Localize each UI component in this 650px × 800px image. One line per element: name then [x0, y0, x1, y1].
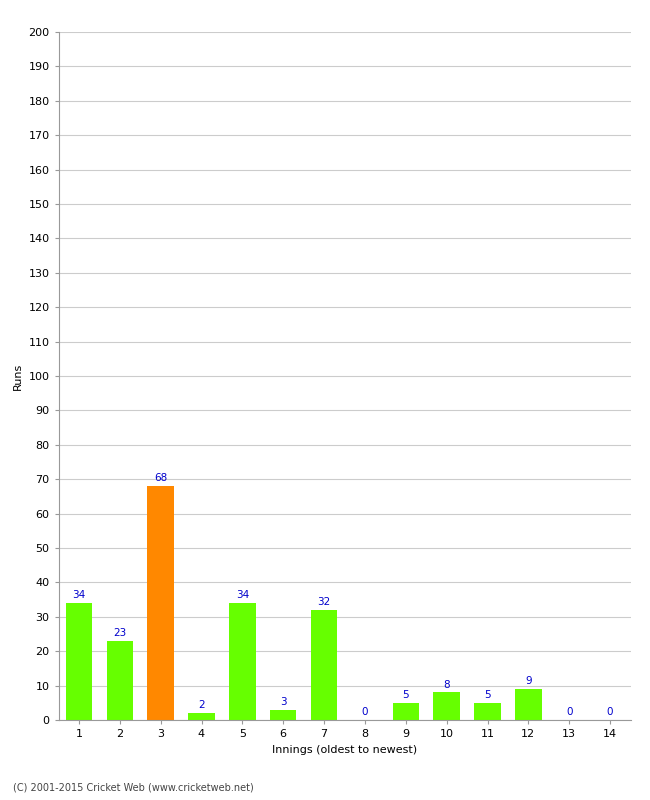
Text: (C) 2001-2015 Cricket Web (www.cricketweb.net): (C) 2001-2015 Cricket Web (www.cricketwe… — [13, 782, 254, 792]
Bar — [474, 702, 500, 720]
Text: 23: 23 — [113, 628, 126, 638]
Text: 8: 8 — [443, 680, 450, 690]
Bar — [66, 603, 92, 720]
Text: 3: 3 — [280, 697, 287, 707]
Text: 2: 2 — [198, 700, 205, 710]
Text: 0: 0 — [566, 707, 573, 718]
Bar — [311, 610, 337, 720]
Text: 32: 32 — [317, 597, 331, 607]
Text: 5: 5 — [402, 690, 409, 700]
Text: 0: 0 — [607, 707, 614, 718]
Text: 9: 9 — [525, 676, 532, 686]
Bar — [434, 693, 460, 720]
Bar — [107, 641, 133, 720]
Text: 0: 0 — [361, 707, 368, 718]
Y-axis label: Runs: Runs — [13, 362, 23, 390]
Bar — [393, 702, 419, 720]
Text: 5: 5 — [484, 690, 491, 700]
Text: 34: 34 — [236, 590, 249, 600]
Bar — [188, 713, 215, 720]
Text: 34: 34 — [72, 590, 86, 600]
X-axis label: Innings (oldest to newest): Innings (oldest to newest) — [272, 745, 417, 754]
Bar — [515, 689, 541, 720]
Text: 68: 68 — [154, 474, 167, 483]
Bar — [229, 603, 255, 720]
Bar — [148, 486, 174, 720]
Bar — [270, 710, 296, 720]
